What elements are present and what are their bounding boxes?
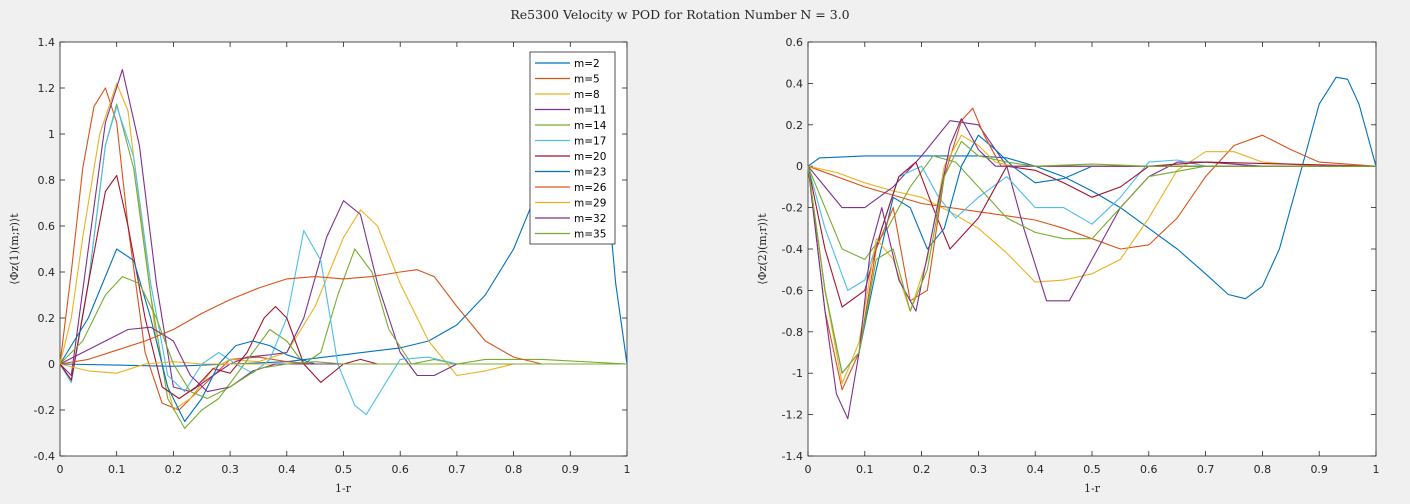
x-tick-label: 0.8: [1254, 463, 1272, 476]
x-tick-label: 1: [624, 463, 631, 476]
y-tick-label: 0.4: [786, 77, 804, 90]
right-ticks: 0 0.1 0.2 0.3 0.4 0.5 0.6 0.7 0.8 0.9 1 -1.4 -1.2 -1 -…: [782, 36, 1380, 476]
series-line-m-35: [807, 140, 1376, 374]
x-tick-label: 0.3: [970, 463, 988, 476]
x-tick-label: 0.2: [913, 463, 931, 476]
x-tick-label: 0.2: [165, 463, 183, 476]
y-tick-label: 0: [796, 160, 803, 173]
x-tick-label: 0.8: [505, 463, 523, 476]
y-tick-label: -0.8: [782, 326, 803, 339]
x-tick-label: 0.3: [221, 463, 239, 476]
x-tick-label: 0.5: [1083, 463, 1101, 476]
y-tick-label: 1: [48, 128, 55, 141]
legend-entry: m=11: [574, 105, 606, 117]
series-line-m-11: [807, 120, 1376, 302]
x-tick-label: 0.4: [278, 463, 296, 476]
y-tick-label: 0.4: [38, 266, 56, 279]
y-tick-label: -0.6: [782, 284, 803, 297]
legend-entry: m=20: [574, 151, 606, 163]
legend: m=2 m=5 m=8 m=11 m=14 m=17 m=20 m=23 m=26 m=29 m=3…: [529, 51, 616, 245]
y-tick-label: 1.2: [38, 82, 56, 95]
left-plot: 0 0.1 0.2 0.3 0.4 0.5 0.6 0.7 0.8 0.9 1 -0.4 -0.2 0 0.…: [8, 36, 631, 495]
x-tick-label: 0.6: [1140, 463, 1158, 476]
legend-entry: m=14: [574, 120, 607, 132]
x-tick-label: 0.5: [335, 463, 353, 476]
left-ylabel: ⟨Φz(1)(m;r)⟩t: [8, 213, 21, 285]
x-tick-label: 0.1: [856, 463, 874, 476]
legend-box: [529, 51, 616, 245]
legend-entry: m=29: [574, 198, 606, 210]
y-tick-label: -1.2: [782, 409, 803, 422]
x-tick-label: 0.7: [448, 463, 466, 476]
x-tick-label: 1: [1373, 463, 1380, 476]
series-line-m-35: [59, 276, 627, 400]
x-tick-label: 0.1: [108, 463, 126, 476]
series-line-m-8: [59, 82, 627, 411]
series-line-m-8: [807, 151, 1376, 283]
x-tick-label: 0.4: [1026, 463, 1044, 476]
x-tick-label: 0.7: [1197, 463, 1215, 476]
series-line-m-14: [59, 103, 628, 429]
y-tick-label: -0.2: [782, 202, 803, 215]
y-tick-label: 0: [48, 358, 55, 371]
series-line-m-32: [807, 118, 1376, 420]
y-tick-label: 1.4: [38, 36, 56, 49]
y-tick-label: 0.6: [38, 220, 56, 233]
right-axes-box: [807, 41, 1377, 457]
legend-entry: m=5: [574, 74, 600, 86]
figure-title: Re5300 Velocity w POD for Rotation Numbe…: [510, 7, 849, 22]
legend-entry: m=32: [574, 213, 606, 225]
y-tick-label: -1.4: [782, 450, 803, 463]
x-tick-label: 0.9: [562, 463, 580, 476]
right-plot: 0 0.1 0.2 0.3 0.4 0.5 0.6 0.7 0.8 0.9 1 -1.4 -1.2 -1 -…: [756, 36, 1380, 495]
y-tick-label: 0.2: [786, 119, 804, 132]
y-tick-label: -0.4: [782, 243, 803, 256]
series-line-m-26: [59, 269, 627, 365]
legend-entry: m=23: [574, 167, 606, 179]
left-series-lines: [59, 69, 628, 429]
series-line-m-32: [59, 326, 627, 393]
x-tick-label: 0.6: [391, 463, 409, 476]
right-series-lines: [807, 76, 1377, 420]
x-tick-label: 0.9: [1310, 463, 1328, 476]
series-line-m-17: [807, 159, 1376, 291]
left-ticks: 0 0.1 0.2 0.3 0.4 0.5 0.6 0.7 0.8 0.9 1 -0.4 -0.2 0 0.…: [34, 36, 631, 476]
y-tick-label: -1: [792, 367, 803, 380]
y-tick-label: 0.6: [786, 36, 804, 49]
legend-entry: m=35: [574, 229, 606, 241]
series-line-m-11: [59, 69, 627, 393]
legend-entry: m=2: [574, 58, 600, 70]
x-tick-label: 0: [805, 463, 812, 476]
y-tick-label: -0.4: [34, 450, 55, 463]
legend-entry: m=8: [574, 89, 600, 101]
y-tick-label: 0.8: [38, 174, 56, 187]
y-tick-label: -0.2: [34, 404, 55, 417]
legend-entry: m=26: [574, 182, 607, 194]
series-line-m-14: [807, 155, 1376, 260]
right-ylabel: ⟨Φz(2)(m;r)⟩t: [756, 213, 769, 285]
x-tick-label: 0: [57, 463, 64, 476]
legend-entry: m=17: [574, 136, 606, 148]
series-line-m-20: [807, 161, 1377, 308]
left-xlabel: 1-r: [335, 482, 352, 495]
right-xlabel: 1-r: [1084, 482, 1101, 495]
series-line-m-2: [807, 76, 1377, 300]
y-tick-label: 0.2: [38, 312, 56, 325]
